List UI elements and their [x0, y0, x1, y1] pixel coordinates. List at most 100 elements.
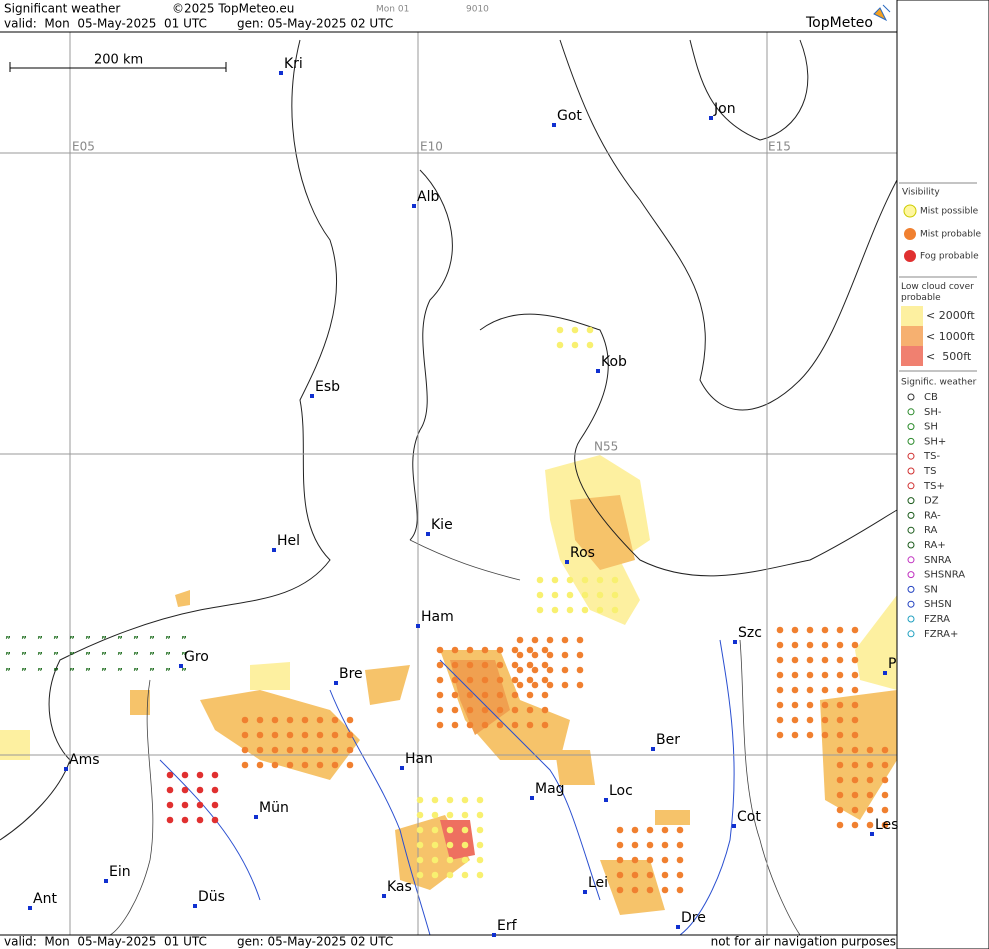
weather-dot: [806, 731, 814, 739]
city-label: Jon: [713, 101, 736, 117]
weather-dot: [821, 686, 829, 694]
weather-dot: [646, 886, 654, 894]
weather-dot: [631, 826, 639, 834]
weather-dot: [806, 656, 814, 664]
weather-dot: [611, 576, 619, 584]
drizzle-symbol: ”: [133, 652, 139, 662]
weather-dot: [676, 871, 684, 879]
weather-dot: [446, 871, 454, 879]
drizzle-symbol: ”: [53, 636, 59, 646]
weather-dot: [446, 841, 454, 849]
weather-dot: [416, 841, 424, 849]
city-marker: [382, 894, 386, 898]
drizzle-symbol: ”: [37, 636, 43, 646]
drizzle-symbol: ”: [21, 636, 27, 646]
city-marker: [583, 890, 587, 894]
city-label: Ams: [69, 752, 100, 768]
city-label: Bre: [339, 666, 363, 682]
weather-dot: [806, 641, 814, 649]
drizzle-symbol: ”: [149, 636, 155, 646]
legend-item: RA: [924, 525, 938, 536]
weather-dot: [211, 816, 219, 824]
weather-dot: [416, 811, 424, 819]
city-marker: [651, 747, 655, 751]
legend-item: < 500ft: [926, 350, 972, 363]
weather-dot: [581, 576, 589, 584]
city-marker: [870, 832, 874, 836]
city-label: P: [888, 656, 896, 672]
legend-symbol: [907, 393, 915, 401]
weather-dot: [676, 826, 684, 834]
weather-dot: [866, 746, 874, 754]
city-label: Got: [557, 108, 582, 124]
weather-dot: [301, 761, 309, 769]
weather-dot: [331, 731, 339, 739]
legend-symbol: [907, 423, 915, 431]
weather-dot: [776, 686, 784, 694]
weather-dot: [346, 716, 354, 724]
city-label: Dre: [681, 910, 706, 926]
weather-dot: [256, 761, 264, 769]
weather-dot: [866, 806, 874, 814]
city-marker: [64, 767, 68, 771]
weather-dot: [271, 746, 279, 754]
weather-dot: [461, 871, 469, 879]
weather-dot: [431, 796, 439, 804]
city-marker: [310, 394, 314, 398]
legend-title: Visibility: [902, 188, 940, 198]
weather-dot: [536, 606, 544, 614]
legend-panel: [896, 0, 989, 949]
city-marker: [179, 664, 183, 668]
weather-dot: [481, 691, 489, 699]
weather-dot: [496, 691, 504, 699]
legend-item: < 2000ft: [926, 309, 975, 322]
city-label: Kie: [431, 517, 453, 533]
city-marker: [272, 548, 276, 552]
weather-dot: [301, 746, 309, 754]
drizzle-symbol: ”: [5, 636, 11, 646]
city-label: Hel: [277, 533, 300, 549]
city-label: Les: [875, 817, 898, 833]
weather-dot: [661, 856, 669, 864]
weather-dot: [836, 641, 844, 649]
weather-dot: [541, 676, 549, 684]
city-marker: [552, 123, 556, 127]
weather-dot: [616, 871, 624, 879]
weather-dot: [556, 341, 564, 349]
weather-dot: [436, 691, 444, 699]
weather-dot: [461, 811, 469, 819]
coastlines: [0, 39, 898, 841]
weather-dot: [866, 761, 874, 769]
legend-symbols: [899, 182, 977, 372]
weather-dot: [806, 716, 814, 724]
legend-symbol: [907, 615, 915, 623]
weather-dot: [461, 841, 469, 849]
legend-item: FZRA: [924, 614, 950, 625]
city-marker: [334, 681, 338, 685]
weather-dot: [646, 871, 654, 879]
weather-dot: [286, 716, 294, 724]
legend-item: TS-: [923, 451, 940, 462]
legend-item: CB: [924, 392, 938, 403]
weather-dot: [301, 731, 309, 739]
drizzle-symbol: ”: [69, 668, 75, 678]
weather-dot: [461, 796, 469, 804]
city-marker: [530, 796, 534, 800]
weather-dot: [821, 701, 829, 709]
weather-dot: [476, 826, 484, 834]
weather-dot: [436, 646, 444, 654]
city-label: Kas: [387, 879, 412, 895]
city-label: Gro: [184, 649, 209, 665]
drizzle-symbol: ”: [117, 652, 123, 662]
legend-symbol: [907, 526, 915, 534]
weather-dot: [866, 791, 874, 799]
weather-dot: [631, 841, 639, 849]
city-label: Alb: [417, 189, 439, 205]
weather-dot: [616, 886, 624, 894]
weather-dot: [776, 671, 784, 679]
drizzle-symbol: ”: [69, 636, 75, 646]
legend-symbol: [907, 511, 915, 519]
legend-symbol: [907, 571, 915, 579]
weather-dot: [791, 626, 799, 634]
